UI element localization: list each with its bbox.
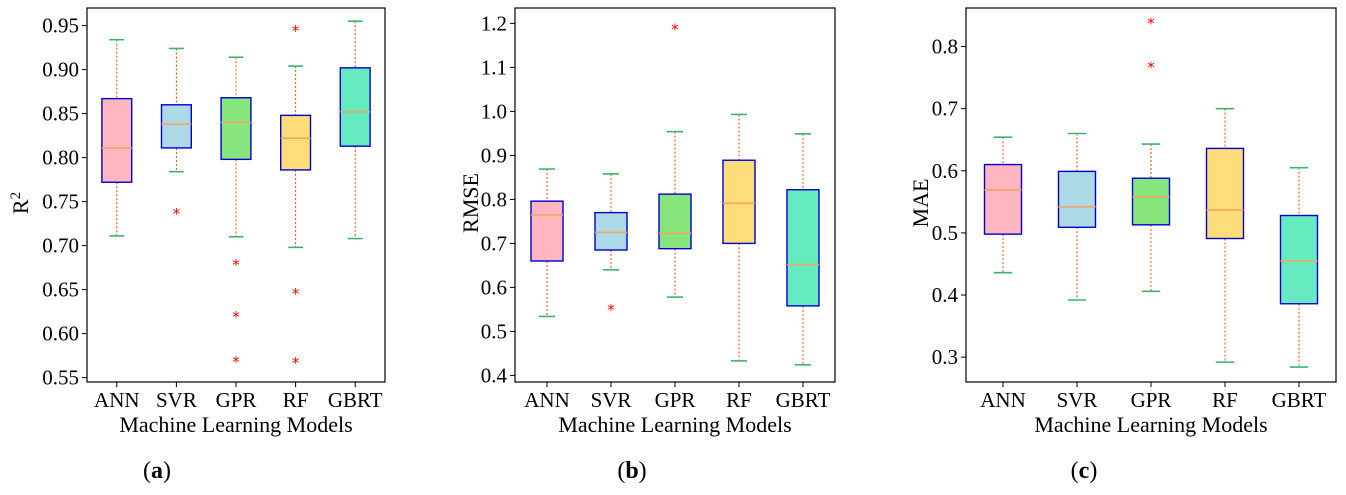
y-tick-label: 0.95 [42, 14, 79, 38]
x-tick-label: ANN [980, 388, 1026, 412]
box-gbrt [786, 133, 820, 366]
x-tick-label: RF [283, 388, 309, 412]
box-rect [1057, 170, 1097, 229]
y-tick-label: 0.5 [481, 319, 507, 343]
y-tick-label: 0.60 [42, 322, 79, 346]
y-tick-label: 0.55 [42, 366, 79, 390]
y-tick-label: 0.9 [481, 143, 507, 167]
outlier-point: * [1147, 14, 1155, 32]
chart-panel-2: 0.4 0.5 0.6 0.7 0.8 0.9 1.0 1.1 1.2 ANN * SVR * GPR RF… [458, 7, 836, 484]
box-svr: * [160, 47, 192, 223]
box-rect [983, 163, 1023, 235]
x-axis-title: Machine Learning Models [119, 412, 352, 437]
y-tick-label: 0.4 [481, 363, 508, 387]
box-gbrt [1279, 166, 1319, 368]
box-rf [1205, 107, 1245, 363]
outlier-point: * [292, 354, 300, 372]
box-rect [1205, 147, 1245, 240]
y-axis-title-superscript: 2 [8, 192, 24, 200]
panel-label: (c) [1071, 458, 1098, 484]
outlier-point: * [292, 22, 300, 40]
box-rect [658, 193, 692, 250]
box-gpr: * [658, 21, 692, 298]
box-gbrt [339, 20, 371, 240]
x-tick-label: GBRT [1272, 388, 1327, 412]
box-rect [722, 159, 756, 245]
y-tick-label: 0.5 [932, 221, 958, 245]
box-rect [339, 67, 371, 147]
box-rect [1131, 177, 1171, 226]
box-gpr: ** [1131, 14, 1171, 293]
box-rf [722, 113, 756, 362]
panel-label: (a) [143, 458, 171, 484]
y-axis-title: MAE [908, 179, 933, 228]
box-rect [530, 200, 564, 262]
box-rect [101, 97, 133, 183]
x-tick-label: GBRT [776, 388, 831, 412]
x-tick-label: SVR [1057, 388, 1098, 412]
y-tick-label: 0.8 [932, 35, 958, 59]
box-rect [594, 211, 628, 251]
x-tick-label: RF [726, 388, 752, 412]
x-tick-label: GPR [216, 388, 257, 412]
y-tick-label: 0.7 [481, 231, 507, 255]
x-tick-label: ANN [524, 388, 570, 412]
y-tick-label: 0.75 [42, 190, 79, 214]
box-gpr: * * * [220, 56, 252, 371]
x-tick-label: SVR [156, 388, 197, 412]
y-tick-label: 0.90 [42, 58, 79, 82]
outlier-point: * [292, 285, 300, 303]
box-ann [101, 38, 133, 237]
outlier-point: * [173, 205, 181, 223]
y-tick-label: 0.8 [481, 187, 507, 211]
outlier-point: * [607, 301, 615, 319]
outlier-point: * [232, 353, 240, 371]
outlier-point: * [1147, 58, 1155, 76]
panel-letter: c [1079, 458, 1090, 484]
box-ann [983, 136, 1023, 274]
box-rect [786, 189, 820, 307]
box-rect [1279, 214, 1319, 305]
y-axis-title: R2 [8, 192, 33, 214]
y-tick-label: 1.2 [481, 11, 507, 35]
y-tick-label: 0.80 [42, 146, 79, 170]
y-tick-label: 0.6 [481, 275, 507, 299]
box-rect [280, 114, 312, 171]
box-svr [1057, 132, 1097, 301]
x-tick-label: GBRT [328, 388, 383, 412]
outlier-point: * [671, 21, 679, 39]
box-rf: * * * [280, 22, 312, 372]
box-rect [220, 97, 252, 161]
x-tick-label: RF [1212, 388, 1238, 412]
y-tick-label: 0.70 [42, 234, 79, 258]
y-tick-label: 0.65 [42, 278, 79, 302]
box-svr: * [594, 173, 628, 319]
y-tick-label: 0.6 [932, 159, 958, 183]
panel-label: (b) [617, 458, 646, 484]
y-tick-label: 0.7 [932, 97, 958, 121]
chart-panel-1: 0.55 0.60 0.65 0.70 0.75 0.80 0.85 0.90 0.95 ANN *… [8, 7, 386, 484]
y-tick-label: 0.85 [42, 102, 79, 126]
box-ann [530, 168, 564, 318]
outlier-point: * [232, 256, 240, 274]
y-tick-label: 1.1 [481, 55, 507, 79]
y-axis-title: RMSE [458, 173, 483, 233]
outlier-point: * [232, 308, 240, 326]
panel-letter: a [151, 458, 163, 484]
y-tick-label: 0.4 [932, 283, 959, 307]
box-rect [160, 104, 192, 149]
y-tick-label: 1.0 [481, 99, 507, 123]
x-axis-title: Machine Learning Models [558, 412, 791, 437]
x-tick-label: SVR [591, 388, 632, 412]
x-tick-label: GPR [655, 388, 696, 412]
y-tick-label: 0.3 [932, 345, 958, 369]
x-axis-title: Machine Learning Models [1034, 412, 1267, 437]
x-tick-label: GPR [1131, 388, 1172, 412]
x-tick-label: ANN [94, 388, 140, 412]
panel-letter: b [625, 458, 638, 484]
